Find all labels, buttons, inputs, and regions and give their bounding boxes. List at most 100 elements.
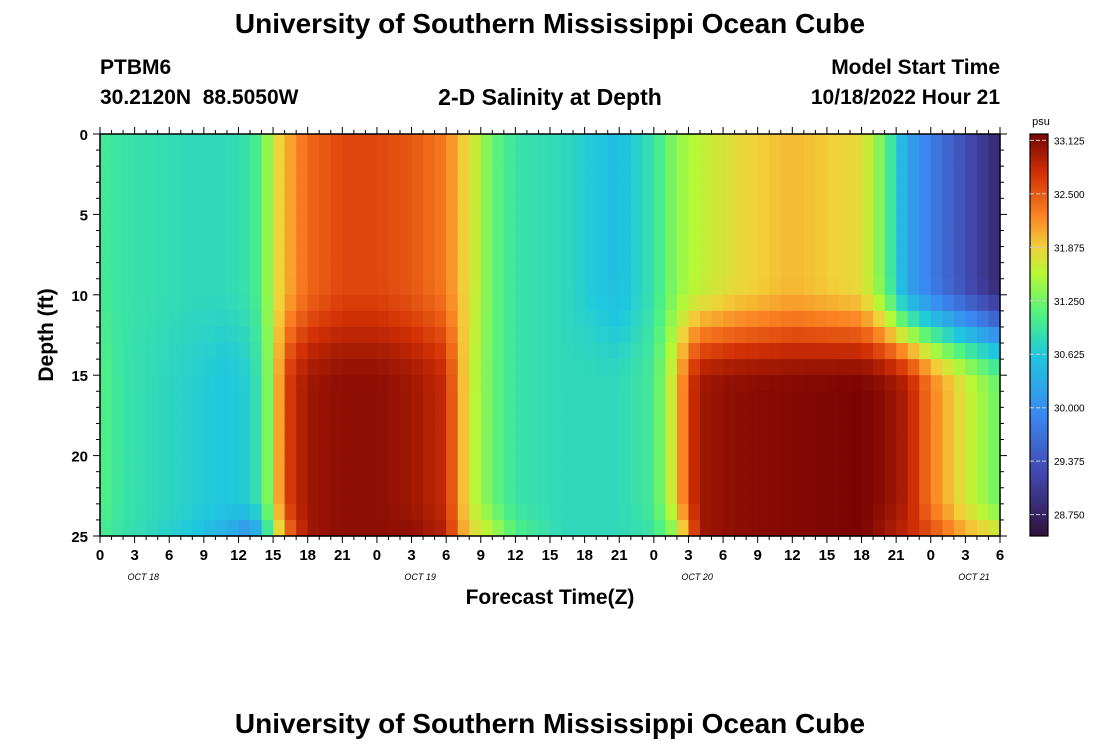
heat-cell	[388, 519, 401, 537]
heat-cell	[942, 503, 955, 521]
heat-cell	[169, 310, 182, 328]
heat-cell	[642, 150, 655, 167]
heat-cell	[123, 326, 136, 344]
heat-cell	[630, 262, 643, 280]
heat-cell	[873, 310, 886, 328]
heat-cell	[330, 519, 343, 537]
heat-cell	[803, 471, 816, 489]
heat-cell	[826, 359, 840, 376]
heat-cell	[953, 343, 966, 360]
heat-cell	[307, 391, 320, 408]
heat-cell	[469, 439, 482, 457]
x-tick-label: 3	[961, 547, 969, 564]
heat-cell	[642, 455, 655, 473]
heat-cell	[457, 182, 470, 199]
heat-cell	[169, 343, 182, 360]
heat-cell	[607, 182, 620, 199]
heat-cell	[826, 326, 840, 344]
heat-cell	[515, 359, 528, 376]
heat-cell	[942, 423, 955, 441]
heat-cell	[700, 471, 713, 489]
heat-cell	[365, 503, 378, 521]
heat-cell	[838, 503, 851, 521]
heat-cell	[192, 455, 205, 473]
heat-cell	[446, 423, 459, 441]
heat-cell	[630, 487, 643, 505]
heat-cell	[884, 166, 897, 183]
heat-cell	[873, 455, 886, 473]
heat-cell	[688, 166, 701, 183]
heat-cell	[342, 407, 355, 425]
heat-cell	[250, 407, 263, 425]
heat-cell	[446, 359, 459, 376]
heat-cell	[723, 455, 736, 473]
heat-cell	[515, 198, 528, 215]
heat-cell	[573, 326, 586, 344]
heat-cell	[515, 182, 528, 199]
heat-cell	[261, 182, 274, 199]
heat-cell	[400, 150, 413, 167]
heat-cell	[561, 246, 574, 264]
heat-cell	[723, 471, 736, 489]
heat-cell	[480, 134, 493, 151]
heat-cell	[769, 230, 782, 248]
heat-cell	[180, 150, 193, 167]
heat-cell	[907, 134, 920, 151]
heat-cell	[111, 343, 124, 360]
heat-cell	[480, 230, 493, 248]
heat-cell	[780, 375, 793, 392]
heat-cell	[376, 375, 390, 392]
heat-cell	[250, 294, 263, 312]
heat-cell	[550, 262, 563, 280]
heat-cell	[584, 150, 597, 167]
heat-cell	[746, 391, 759, 408]
heat-cell	[134, 230, 147, 248]
heat-cell	[469, 150, 482, 167]
heat-cell	[780, 359, 793, 376]
heat-cell	[284, 343, 297, 360]
heat-cell	[584, 326, 597, 344]
heat-cell	[907, 359, 920, 376]
heat-cell	[976, 150, 990, 167]
heat-cell	[284, 310, 297, 328]
heat-cell	[976, 359, 990, 376]
heat-cell	[480, 519, 493, 537]
heat-cell	[734, 278, 747, 296]
heat-cell	[873, 134, 886, 151]
heat-cell	[769, 487, 782, 505]
heat-cell	[907, 455, 920, 473]
heat-cell	[365, 246, 378, 264]
heat-cell	[700, 214, 713, 232]
heat-cell	[146, 278, 159, 296]
heat-cell	[296, 487, 309, 505]
heat-cell	[226, 310, 240, 328]
heat-cell	[676, 439, 690, 457]
heat-cell	[919, 391, 932, 408]
heat-cell	[411, 326, 424, 344]
heat-cell	[850, 166, 863, 183]
heat-cell	[976, 230, 990, 248]
heat-cell	[746, 278, 759, 296]
heat-cell	[192, 471, 205, 489]
heat-cell	[942, 359, 955, 376]
heat-cell	[688, 519, 701, 537]
heat-cell	[907, 182, 920, 199]
heat-cell	[180, 391, 193, 408]
heat-cell	[792, 375, 805, 392]
heat-cell	[515, 310, 528, 328]
heat-cell	[284, 182, 297, 199]
heat-cell	[561, 359, 574, 376]
heat-cell	[238, 343, 251, 360]
heat-cell	[319, 326, 332, 344]
heat-cell	[942, 294, 955, 312]
heat-cell	[769, 294, 782, 312]
heat-cell	[976, 166, 990, 183]
heat-cell	[376, 294, 390, 312]
heat-cell	[376, 487, 390, 505]
heat-cell	[803, 503, 816, 521]
heat-cell	[434, 439, 447, 457]
heat-cell	[642, 214, 655, 232]
heat-cell	[353, 134, 366, 151]
heat-cell	[215, 230, 228, 248]
heat-cell	[953, 519, 966, 537]
